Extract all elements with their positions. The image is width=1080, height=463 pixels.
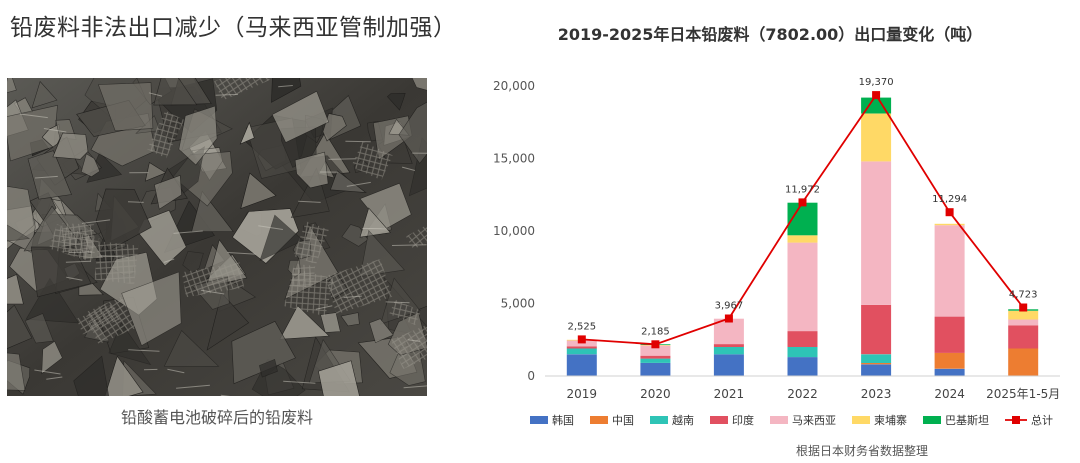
total-data-label: 11,972 [785, 184, 820, 195]
bar-segment [861, 304, 892, 355]
total-data-label: 19,370 [859, 77, 894, 88]
legend-label: 韩国 [552, 413, 574, 427]
bar-segment [640, 358, 671, 363]
legend-marker-total [1012, 416, 1020, 424]
x-tick-label: 2023 [861, 387, 892, 401]
legend-swatch [852, 416, 870, 424]
total-marker [724, 314, 733, 323]
legend-swatch [530, 416, 548, 424]
total-marker [577, 335, 586, 344]
bar-segment [713, 347, 744, 355]
bar-segment [934, 225, 965, 317]
legend-label: 巴基斯坦 [945, 413, 989, 427]
export-volume-chart: 2019-2025年日本铅废料（7802.00）出口量变化（吨） 0 5,000 1… [493, 25, 1060, 458]
total-data-label: 3,967 [715, 301, 744, 312]
legend-swatch [710, 416, 728, 424]
legend-swatch [923, 416, 941, 424]
lead-scrap-photo [7, 78, 427, 396]
bar-segment [787, 242, 818, 332]
x-tick-label: 2019 [567, 387, 598, 401]
legend-swatch [590, 416, 608, 424]
y-tick-label: 10,000 [493, 224, 535, 238]
total-data-label: 2,185 [641, 326, 670, 337]
bar-segment [861, 364, 892, 376]
photo-caption: 铅酸蓄电池破碎后的铅废料 [120, 408, 313, 427]
bar-segment [934, 223, 965, 226]
bar-segment [640, 345, 671, 356]
bar-segment [566, 346, 597, 349]
x-tick-label: 2022 [787, 387, 818, 401]
x-tick-label: 2024 [934, 387, 965, 401]
total-marker [872, 91, 881, 100]
source-note: 根据日本财务省数据整理 [796, 443, 928, 458]
total-marker [651, 340, 660, 349]
bar-segment [1008, 310, 1039, 320]
total-data-label: 4,723 [1009, 290, 1038, 301]
x-tick-label: 2020 [640, 387, 671, 401]
bar-segment [640, 362, 671, 376]
bar-segment [934, 352, 965, 369]
legend-label: 柬埔寨 [874, 413, 907, 427]
bar-segment [713, 354, 744, 377]
legend-label: 印度 [732, 413, 754, 427]
bar-segment [1008, 319, 1039, 326]
bar-segment [934, 368, 965, 377]
total-marker [1019, 303, 1028, 312]
y-tick-label: 20,000 [493, 79, 535, 93]
bar-segment [566, 354, 597, 377]
total-data-label: 2,525 [567, 321, 596, 332]
bar-segment [640, 355, 671, 359]
bar-segment [787, 347, 818, 358]
y-tick-label: 0 [527, 369, 535, 383]
headline: 铅废料非法出口减少（马来西亚管制加强） [10, 15, 457, 41]
y-tick-label: 5,000 [501, 297, 535, 311]
bar-segment [861, 161, 892, 305]
bar-segment [713, 344, 744, 347]
bar-segment [861, 97, 892, 114]
legend-label: 马来西亚 [792, 414, 836, 427]
bar-segment [861, 362, 892, 365]
legend-swatch [770, 416, 788, 424]
legend-label: 越南 [672, 413, 694, 427]
total-marker [945, 208, 954, 217]
x-tick-label: 2021 [714, 387, 745, 401]
legend-label: 中国 [612, 414, 634, 427]
bar-segment [1008, 348, 1039, 376]
bar-segment [787, 331, 818, 347]
bar-segment [566, 348, 597, 355]
bar-segment [1008, 325, 1039, 349]
bar-segment [861, 113, 892, 162]
y-tick-label: 15,000 [493, 152, 535, 166]
legend-swatch [650, 416, 668, 424]
legend-label: 总计 [1031, 413, 1053, 427]
total-data-label: 11,294 [932, 194, 967, 205]
total-marker [798, 198, 807, 207]
bar-segment [861, 354, 892, 363]
bar-segment [934, 316, 965, 353]
bar-segment [787, 235, 818, 243]
chart-title: 2019-2025年日本铅废料（7802.00）出口量变化（吨） [558, 25, 983, 44]
x-tick-label: 2025年1-5月 [986, 387, 1060, 401]
bar-segment [787, 357, 818, 376]
